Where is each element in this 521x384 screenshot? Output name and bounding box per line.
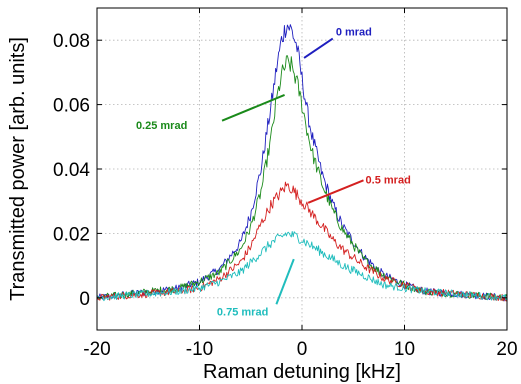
series-line-2 xyxy=(96,181,508,302)
annotation-label-1: 0.25 mrad xyxy=(136,120,187,132)
annotation-pointer-1 xyxy=(221,94,285,122)
annotation-pointer-0 xyxy=(303,37,334,59)
x-tick-label: 10 xyxy=(394,339,415,360)
y-tick-label: 0.06 xyxy=(53,96,90,117)
annotation-label-3: 0.75 mrad xyxy=(217,307,268,319)
annotation-label-2: 0.5 mrad xyxy=(366,174,411,186)
x-tick-label: -20 xyxy=(83,339,110,360)
x-tick-label: -10 xyxy=(186,339,213,360)
y-tick-label: 0.02 xyxy=(53,224,90,245)
x-axis-label: Raman detuning [kHz] xyxy=(203,361,401,383)
series-line-3 xyxy=(96,231,508,302)
annotation-label-0: 0 mrad xyxy=(336,26,372,38)
y-axis-label: Transmitted power [arb. units] xyxy=(7,37,29,301)
series-group xyxy=(96,24,508,302)
tick-group: -20 -10 0 10 20 0 0.02 0.04 0.06 0.08 xyxy=(53,8,518,360)
x-tick-label: 0 xyxy=(297,339,308,360)
y-tick-label: 0.04 xyxy=(53,160,90,181)
annotation-group: 0 mrad 0.25 mrad 0.5 mrad 0.75 mrad xyxy=(136,26,411,318)
x-tick-label: 20 xyxy=(496,339,517,360)
y-tick-label: 0.08 xyxy=(53,31,90,52)
annotation-pointer-2 xyxy=(307,179,364,204)
y-tick-label: 0 xyxy=(79,289,90,310)
annotation-pointer-3 xyxy=(275,258,295,305)
